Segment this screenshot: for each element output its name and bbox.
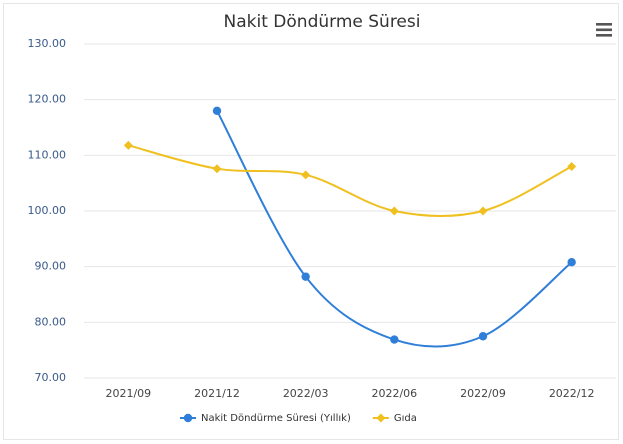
y-tick-label: 90.00 [35, 260, 67, 273]
y-tick-label: 110.00 [28, 148, 67, 161]
point [301, 170, 311, 180]
point [301, 272, 310, 281]
x-tick-label: 2022/06 [371, 387, 417, 400]
x-tick-label: 2021/09 [105, 387, 151, 400]
x-tick-label: 2022/09 [460, 387, 506, 400]
point [389, 206, 399, 216]
chart-frame [3, 3, 619, 440]
legend-marker [183, 413, 193, 423]
legend-marker [376, 413, 386, 423]
legend-item[interactable]: Nakit Döndürme Süresi (Yıllık) [180, 413, 351, 424]
legend-label: Nakit Döndürme Süresi (Yıllık) [201, 413, 351, 424]
point [567, 258, 576, 267]
y-tick-label: 120.00 [28, 93, 67, 106]
point [478, 206, 488, 216]
point [390, 335, 399, 344]
point [212, 106, 222, 116]
chart-title: Nakit Döndürme Süresi [224, 12, 421, 32]
point [567, 161, 577, 171]
x-tick-label: 2021/12 [194, 387, 240, 400]
y-tick-label: 100.00 [28, 204, 67, 217]
y-tick-label: 70.00 [35, 371, 67, 384]
menu-bar [596, 23, 612, 26]
series-line [128, 144, 573, 218]
menu-bar [596, 28, 612, 32]
series-line [216, 110, 573, 348]
y-tick-label: 130.00 [28, 37, 67, 50]
x-tick-label: 2022/03 [283, 387, 329, 400]
legend-item[interactable]: Gıda [372, 413, 417, 424]
menu-bar [596, 34, 612, 37]
x-tick-label: 2022/12 [549, 387, 595, 400]
legend-label: Gıda [394, 413, 417, 424]
y-tick-label: 80.00 [35, 315, 67, 328]
menu-button[interactable] [596, 23, 612, 37]
point [123, 140, 133, 150]
point [212, 164, 222, 174]
point [478, 332, 488, 341]
